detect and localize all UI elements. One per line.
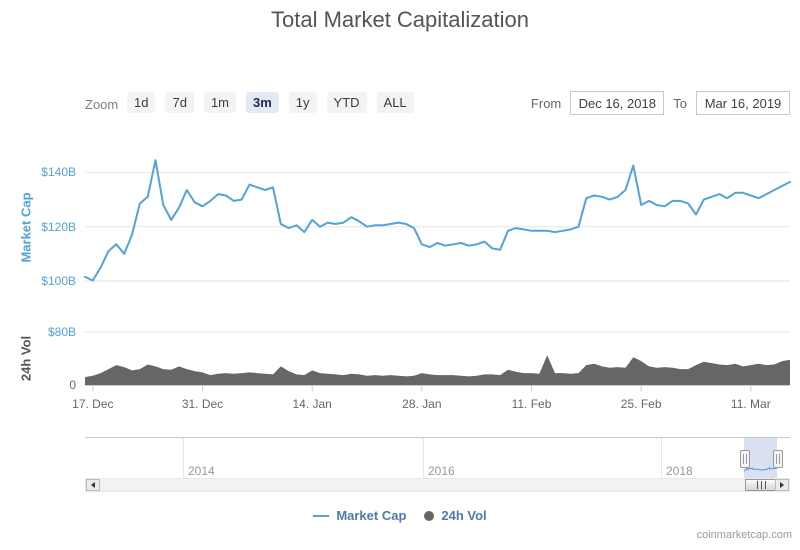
legend: Market Cap 24h Vol — [0, 508, 800, 523]
right-arrow-icon — [780, 482, 784, 488]
x-tick-label: 28. Jan — [402, 397, 442, 411]
x-tick-label: 14. Jan — [292, 397, 332, 411]
zoom-button-7d[interactable]: 7d — [165, 92, 194, 113]
navigator-year-label: 2018 — [666, 464, 693, 478]
to-date-input[interactable] — [696, 91, 790, 115]
navigator-year-label: 2016 — [428, 464, 455, 478]
scrollbar-right-arrow[interactable] — [775, 479, 789, 491]
legend-label: Market Cap — [336, 508, 407, 523]
legend-item-24h-vol[interactable]: 24h Vol — [424, 508, 487, 523]
zoom-button-ytd[interactable]: YTD — [326, 92, 367, 113]
y-tick-label: $80B — [47, 325, 76, 339]
attribution: coinmarketcap.com — [696, 529, 792, 541]
market-cap-plot-area[interactable] — [85, 158, 790, 300]
y-tick-label: 0 — [69, 378, 76, 392]
volume-plot-area[interactable] — [85, 330, 790, 385]
zoom-button-1d[interactable]: 1d — [127, 92, 156, 113]
x-tick-label: 31. Dec — [181, 397, 224, 411]
from-label: From — [530, 95, 562, 111]
market-cap-line-series[interactable] — [84, 159, 791, 282]
zoom-button-1y[interactable]: 1y — [288, 92, 317, 113]
circle-marker-icon — [424, 510, 435, 521]
x-tick-label: 11. Feb — [511, 397, 552, 411]
zoom-button-3m[interactable]: 3m — [246, 92, 279, 113]
navigator-year-label: 2014 — [188, 464, 215, 478]
chart-title: Total Market Capitalization — [270, 7, 529, 32]
navigator-grid-line — [183, 438, 184, 479]
legend-item-market-cap[interactable]: Market Cap — [313, 508, 406, 523]
scrollbar — [85, 478, 790, 492]
navigator: 2014 2016 2018 — [85, 437, 790, 479]
navigator-left-handle[interactable] — [740, 450, 750, 468]
to-label: To — [673, 95, 687, 111]
zoom-label: Zoom — [85, 97, 119, 112]
x-tick-label: 11. Mar — [730, 397, 771, 411]
volume-area-series[interactable] — [85, 355, 790, 385]
from-date-input[interactable] — [570, 91, 665, 115]
left-arrow-icon — [91, 482, 95, 488]
x-tick-label: 25. Feb — [620, 397, 662, 411]
navigator-grid-line — [423, 438, 424, 479]
navigator-grid-line — [661, 438, 662, 479]
navigator-right-handle[interactable] — [773, 450, 783, 468]
navigator-mini-series — [744, 465, 777, 472]
scrollbar-thumb[interactable] — [745, 479, 778, 491]
grip-icon — [757, 481, 766, 489]
line-marker-icon — [313, 514, 330, 517]
zoom-button-1m[interactable]: 1m — [203, 92, 236, 113]
y-tick-label: $120B — [41, 219, 76, 234]
x-tick-label: 17. Dec — [72, 397, 114, 411]
date-range-controls: From To — [531, 91, 790, 115]
scrollbar-left-arrow[interactable] — [86, 479, 100, 491]
navigator-series-line — [744, 465, 777, 472]
zoom-button-all[interactable]: ALL — [376, 92, 414, 113]
zoom-button-group: 1d 7d 1m 3m 1y YTD ALL — [127, 92, 414, 113]
y-tick-label: $100B — [41, 274, 76, 288]
legend-label: 24h Vol — [441, 508, 487, 523]
y-tick-label: $140B — [41, 165, 76, 180]
